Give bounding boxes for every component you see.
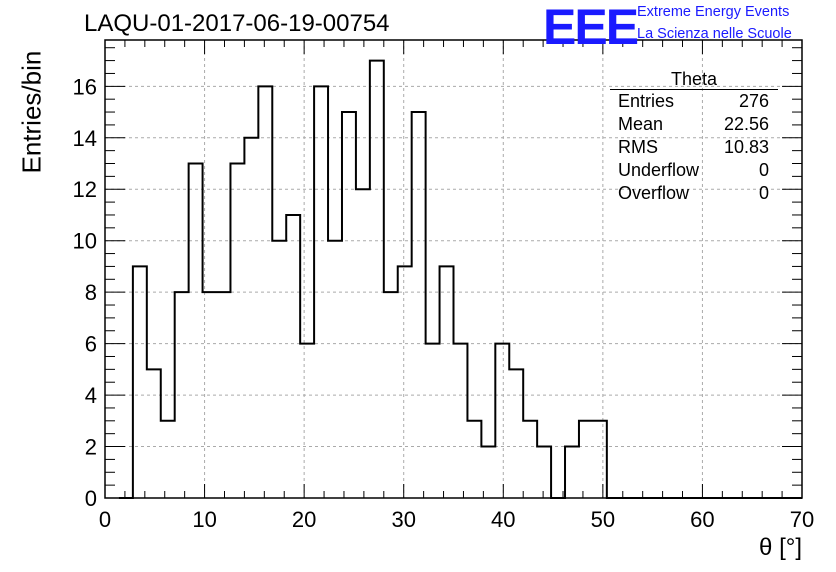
y-tick-label: 12 xyxy=(73,177,97,202)
stats-label: Entries xyxy=(618,91,675,111)
x-tick-label: 40 xyxy=(491,507,515,532)
stats-value: 0 xyxy=(758,183,769,203)
x-tick-label: 60 xyxy=(690,507,714,532)
y-axis-label: Entries/bin xyxy=(16,50,47,174)
x-tick-label: 70 xyxy=(790,507,814,532)
y-tick-label: 0 xyxy=(85,486,97,511)
stats-label: Overflow xyxy=(618,183,690,203)
stats-row: Mean 22.56 xyxy=(610,113,778,136)
stats-box: Theta Entries 276 Mean 22.56 RMS 10.83 Unde… xyxy=(610,70,778,205)
logo-line-2: La Scienza nelle Scuole xyxy=(637,26,792,42)
y-tick-label: 4 xyxy=(85,383,97,408)
y-tick-label: 14 xyxy=(73,126,97,151)
stats-name: Theta xyxy=(610,70,778,90)
plot-frame xyxy=(104,39,803,499)
stats-value: 22.56 xyxy=(723,114,769,134)
y-tick-label: 16 xyxy=(73,74,97,99)
eee-logo: EEE xyxy=(543,0,639,55)
x-tick-label: 10 xyxy=(192,507,216,532)
stats-row: Entries 276 xyxy=(610,90,778,113)
logo-line-1: Extreme Energy Events xyxy=(637,4,790,20)
y-tick-label: 2 xyxy=(85,435,97,460)
stats-row: Overflow 0 xyxy=(610,182,778,205)
x-tick-label: 0 xyxy=(99,507,111,532)
stats-value: 10.83 xyxy=(723,137,769,157)
y-tick-label: 10 xyxy=(73,229,97,254)
y-tick-label: 6 xyxy=(85,332,97,357)
stats-value: 0 xyxy=(758,160,769,180)
stats-value: 276 xyxy=(738,91,769,111)
stats-label: RMS xyxy=(618,137,658,157)
stats-label: Underflow xyxy=(618,160,700,180)
y-tick-label: 8 xyxy=(85,280,97,305)
stats-row: RMS 10.83 xyxy=(610,136,778,159)
x-tick-label: 30 xyxy=(391,507,415,532)
x-tick-label: 20 xyxy=(292,507,316,532)
x-axis-label: θ [°] xyxy=(759,534,802,561)
stats-row: Underflow 0 xyxy=(610,159,778,182)
chart-title: LAQU-01-2017-06-19-00754 xyxy=(84,10,390,37)
tick-labels: 0 10 20 30 40 50 60 70 0 2 4 6 8 10 12 14 16 xyxy=(73,74,815,532)
stats-label: Mean xyxy=(618,114,664,134)
x-tick-label: 50 xyxy=(591,507,615,532)
